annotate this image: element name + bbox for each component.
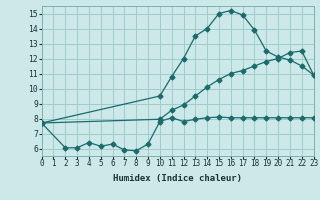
X-axis label: Humidex (Indice chaleur): Humidex (Indice chaleur)	[113, 174, 242, 183]
